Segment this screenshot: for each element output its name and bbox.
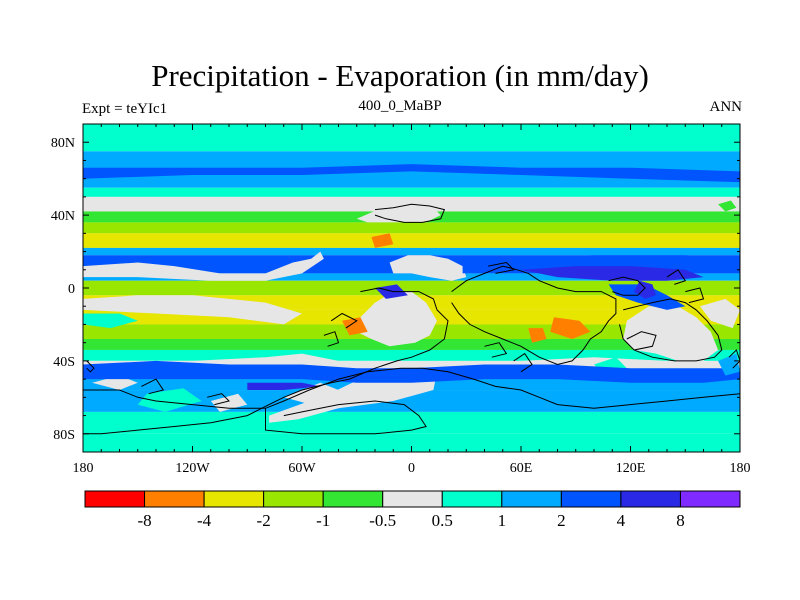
- colorbar-box-2: [203, 490, 265, 508]
- field-patch-20: [83, 164, 740, 183]
- field-patch-21: [462, 255, 740, 274]
- colorbar-label-3: -1: [316, 511, 330, 530]
- field-patch-14: [550, 317, 591, 339]
- field-patch-18: [699, 298, 740, 329]
- field-patch-1: [83, 295, 302, 325]
- colorbar-box-3: [263, 490, 324, 508]
- coastline-0: [374, 203, 446, 223]
- coastline-17: [685, 287, 705, 304]
- field-patch-10: [389, 255, 467, 281]
- y-tick-label-0: 80N: [51, 136, 75, 151]
- coastline-16: [666, 269, 687, 285]
- coastline-11: [484, 342, 508, 358]
- colorbar-box-8: [560, 490, 622, 508]
- coastline-8: [83, 367, 740, 409]
- field-band-6: [83, 233, 740, 248]
- coastline-9: [265, 400, 427, 435]
- colorbar-label-6: 1: [498, 511, 507, 530]
- field-band-5: [83, 222, 740, 234]
- coastline-12: [513, 352, 533, 373]
- coastline-15: [626, 331, 657, 351]
- field-band-15: [83, 349, 740, 361]
- coastline-1: [488, 261, 515, 274]
- colorbar-box-0: [84, 490, 146, 508]
- y-tick-label-4: 80S: [53, 428, 75, 443]
- x-tick-label-6: 180: [730, 461, 751, 476]
- field-band-9: [83, 273, 740, 281]
- colorbar-label-8: 4: [617, 511, 626, 530]
- colorbar-label-1: -4: [197, 511, 212, 530]
- field-band-2: [83, 187, 740, 197]
- field-patch-12: [371, 233, 394, 248]
- coastline-14: [619, 298, 723, 362]
- colorbar-label-5: 0.5: [432, 511, 453, 530]
- coastline-6: [141, 378, 165, 395]
- colorbar-box-4: [322, 490, 384, 508]
- colorbar-box-10: [679, 490, 741, 508]
- coastline-13: [608, 276, 646, 296]
- colorbar: -8 -4 -2 -1 -0.5 0.5 1 2 4 8: [84, 490, 741, 530]
- x-tick-label-4: 60E: [510, 461, 533, 476]
- field-patch-16: [528, 328, 547, 343]
- field-patch-11: [356, 206, 441, 223]
- field-patch-5: [137, 388, 202, 412]
- experiment-label: Expt = teYIc1: [82, 101, 168, 117]
- colorbar-box-9: [620, 490, 681, 508]
- field-patch-29: [718, 353, 740, 376]
- colorbar-label-2: -2: [257, 511, 271, 530]
- field-patch-22: [521, 266, 704, 281]
- field-patch-26: [634, 280, 656, 299]
- colorbar-box-5: [382, 490, 443, 508]
- coastline-2: [83, 287, 449, 435]
- y-tick-label-3: 40S: [53, 355, 75, 370]
- field-patch-23: [247, 382, 321, 390]
- time-label: 400_0_MaBP: [358, 98, 442, 114]
- field-patch-0: [83, 251, 324, 281]
- colorbar-box-1: [144, 490, 205, 508]
- field-band-20: [83, 433, 740, 452]
- coastline-7: [206, 393, 230, 406]
- season-label: ANN: [709, 99, 743, 115]
- x-tick-label-0: 180: [73, 461, 94, 476]
- field-band-19: [83, 411, 740, 434]
- field-patch-4: [92, 375, 138, 390]
- colorbar-box-7: [501, 490, 562, 508]
- field-band-14: [83, 339, 740, 350]
- field-patch-27: [83, 360, 740, 383]
- coastline-3: [330, 312, 358, 329]
- x-tick-label-5: 120E: [616, 461, 646, 476]
- field-patch-8: [283, 382, 339, 405]
- x-tick-label-3: 0: [408, 461, 415, 476]
- field-band-7: [83, 247, 740, 256]
- y-tick-label-1: 40N: [51, 209, 75, 224]
- coastline-5: [86, 360, 95, 373]
- colorbar-label-4: -0.5: [369, 511, 396, 530]
- coastline-18: [728, 349, 740, 369]
- field-patch-2: [83, 313, 138, 329]
- colorbar-box-6: [441, 490, 503, 508]
- field-patch-28: [718, 200, 737, 212]
- map-coastlines: [83, 203, 740, 435]
- x-tick-label-1: 120W: [175, 461, 210, 476]
- colorbar-label-7: 2: [557, 511, 566, 530]
- colorbar-label-9: 8: [676, 511, 685, 530]
- x-tick-label-2: 60W: [288, 461, 316, 476]
- coastline-4: [323, 331, 340, 347]
- map-axes: 180 120W 60W 0 60E 120E 180 80N 40N 0 40S 80S: [51, 124, 751, 476]
- y-tick-label-2: 0: [68, 282, 75, 297]
- colorbar-label-0: -8: [137, 511, 151, 530]
- field-patch-13: [342, 317, 368, 336]
- coastline-10: [451, 265, 617, 366]
- plot-title: Precipitation - Evaporation (in mm/day): [151, 58, 649, 93]
- field-patch-9: [356, 291, 437, 347]
- map-field: [83, 124, 740, 452]
